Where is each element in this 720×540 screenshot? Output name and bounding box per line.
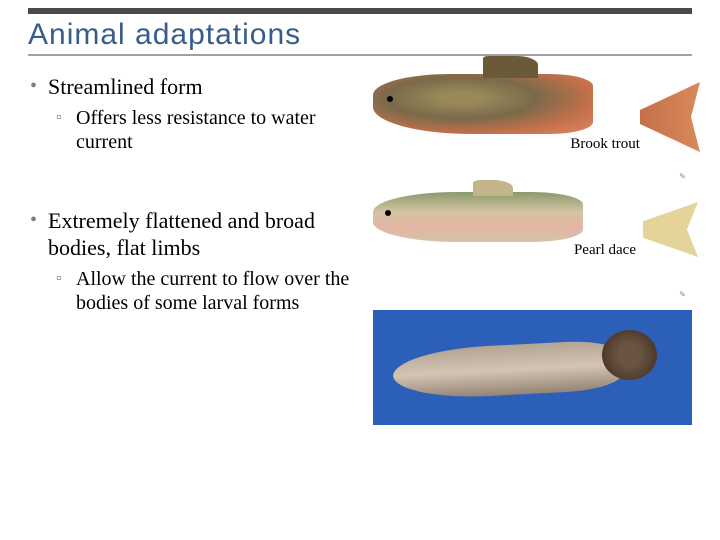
dace-fin-shape xyxy=(473,180,513,196)
trout-body-shape xyxy=(373,74,593,134)
slide-title: Animal adaptations xyxy=(28,16,692,54)
trout-eye xyxy=(387,96,393,102)
subbullet-flow: Allow the current to flow over the bodie… xyxy=(28,267,363,315)
title-section: Animal adaptations xyxy=(28,0,692,56)
text-column: Streamlined form Offers less resistance … xyxy=(28,74,373,425)
image-column: ✎ Brook trout ✎ Pearl dace xyxy=(373,74,692,425)
dace-body-shape xyxy=(373,192,583,242)
slide: Animal adaptations Streamlined form Offe… xyxy=(0,0,720,540)
title-rule-bottom xyxy=(28,54,692,56)
spacer xyxy=(28,160,363,208)
larva-body-shape xyxy=(392,339,624,401)
larva-head-shape xyxy=(602,330,657,380)
dace-eye xyxy=(385,210,391,216)
dace-tail-shape xyxy=(643,202,698,257)
signature-mark-2: ✎ xyxy=(679,290,686,299)
larva-image xyxy=(373,310,692,425)
trout-fin-shape xyxy=(483,56,538,78)
signature-mark: ✎ xyxy=(679,172,686,181)
brook-trout-label: Brook trout xyxy=(570,136,640,153)
subbullet-resistance: Offers less resistance to water current xyxy=(28,106,363,154)
title-rule-top xyxy=(28,8,692,14)
content-row: Streamlined form Offers less resistance … xyxy=(28,74,692,425)
bullet-flattened: Extremely flattened and broad bodies, fl… xyxy=(28,208,363,261)
pearl-dace-image: ✎ Pearl dace xyxy=(373,192,692,302)
trout-tail-shape xyxy=(640,82,700,152)
brook-trout-image: ✎ Brook trout xyxy=(373,74,692,184)
pearl-dace-label: Pearl dace xyxy=(574,242,636,259)
bullet-streamlined: Streamlined form xyxy=(28,74,363,100)
